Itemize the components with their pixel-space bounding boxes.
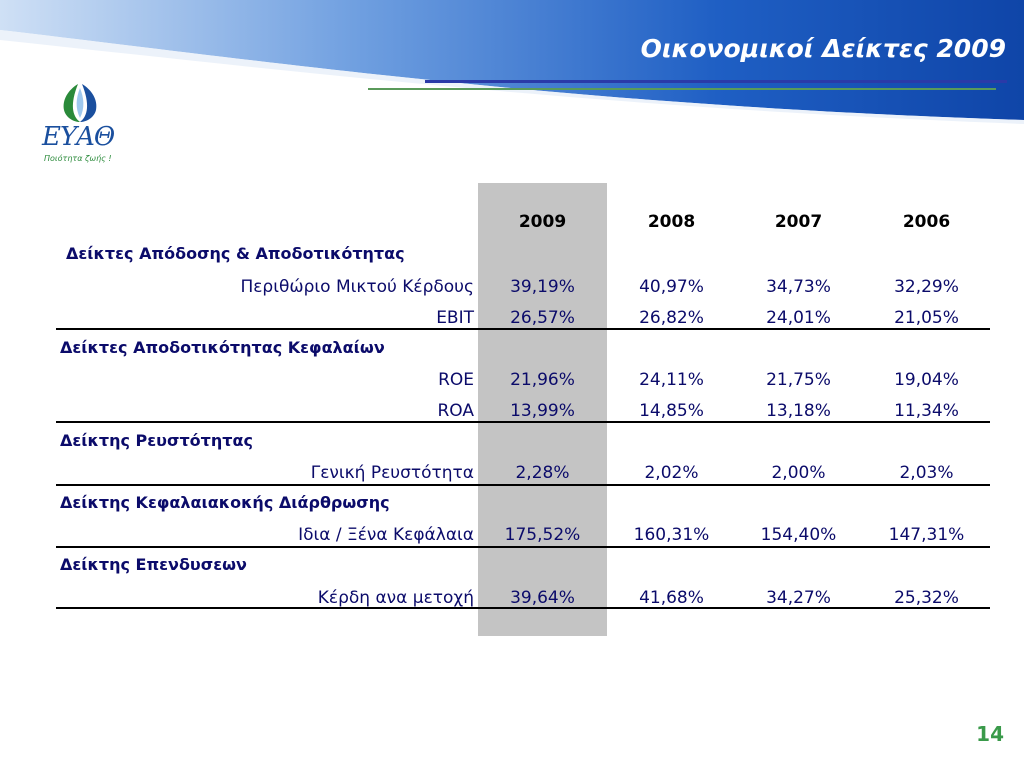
title-underline-green (368, 88, 996, 90)
page-number: 14 (976, 722, 1004, 746)
row-label: Ιδια / Ξένα Κεφάλαια (298, 525, 474, 545)
cell-value: 25,32% (894, 588, 959, 608)
water-drop-icon (63, 84, 97, 122)
section-title: Δείκτες Απόδοσης & Αποδοτικότητας (66, 244, 405, 263)
row-label: EBIT (436, 308, 474, 328)
cell-value: 41,68% (639, 588, 704, 608)
cell-value: 24,11% (639, 370, 704, 390)
current-year-highlight (478, 183, 607, 636)
year-header-2007: 2007 (774, 212, 823, 232)
row-label: ROE (438, 370, 474, 390)
cell-value: 34,27% (766, 588, 831, 608)
section-divider (56, 546, 990, 548)
cell-value: 32,29% (894, 277, 959, 297)
section-title: Δείκτες Αποδοτικότητας Κεφαλαίων (60, 338, 385, 357)
cell-value: 13,18% (766, 401, 831, 421)
section-divider (56, 607, 990, 609)
year-header-2009: 2009 (518, 212, 567, 232)
cell-value: 19,04% (894, 370, 959, 390)
cell-value: 26,57% (510, 308, 575, 328)
row-label: Περιθώριο Μικτού Κέρδους (240, 277, 474, 297)
cell-value: 34,73% (766, 277, 831, 297)
section-divider (56, 328, 990, 330)
section-divider (56, 421, 990, 423)
section-title: Δείκτης Ρευστότητας (60, 431, 253, 450)
row-label: Γενική Ρευστότητα (310, 463, 474, 483)
cell-value: 13,99% (510, 401, 575, 421)
cell-value: 2,28% (515, 463, 570, 483)
row-label: ROA (437, 401, 474, 421)
row-label: Κέρδη ανα μετοχή (317, 588, 474, 608)
cell-value: 2,02% (644, 463, 699, 483)
cell-value: 39,64% (510, 588, 575, 608)
cell-value: 175,52% (504, 525, 581, 545)
cell-value: 2,03% (899, 463, 954, 483)
header-swoosh (0, 0, 1024, 124)
section-title: Δείκτης Επενδυσεων (60, 555, 247, 574)
cell-value: 21,75% (766, 370, 831, 390)
year-header-2008: 2008 (647, 212, 696, 232)
cell-value: 24,01% (766, 308, 831, 328)
slide-title: Οικονομικοί Δείκτες 2009 (640, 34, 1006, 63)
company-logo: ΕΥΑΘ Ποιότητα ζωής ! (38, 82, 138, 172)
cell-value: 21,96% (510, 370, 575, 390)
logo-wordmark: ΕΥΑΘ (42, 122, 115, 152)
logo-tagline: Ποιότητα ζωής ! (44, 154, 112, 163)
year-header-2006: 2006 (902, 212, 951, 232)
section-title: Δείκτης Κεφαλαιακοκής Διάρθρωσης (60, 493, 390, 512)
cell-value: 39,19% (510, 277, 575, 297)
cell-value: 147,31% (888, 525, 965, 545)
section-divider (56, 484, 990, 486)
cell-value: 2,00% (771, 463, 826, 483)
cell-value: 11,34% (894, 401, 959, 421)
cell-value: 21,05% (894, 308, 959, 328)
cell-value: 154,40% (760, 525, 837, 545)
cell-value: 26,82% (639, 308, 704, 328)
cell-value: 14,85% (639, 401, 704, 421)
title-underline-blue (425, 80, 1007, 83)
cell-value: 160,31% (633, 525, 710, 545)
cell-value: 40,97% (639, 277, 704, 297)
